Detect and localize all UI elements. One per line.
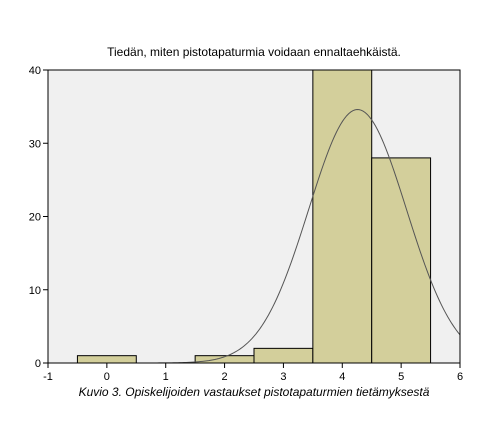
histogram-bar (253, 347, 314, 364)
y-tick-label: 40 (29, 65, 41, 77)
y-tick-label: 0 (35, 358, 41, 370)
chart-title: Tiedän, miten pistotapaturmia voidaan en… (107, 45, 401, 59)
x-tick-label: -1 (43, 371, 53, 383)
histogram-bar (371, 157, 432, 364)
y-tick-label: 30 (29, 138, 41, 150)
histogram-bar (76, 355, 137, 364)
x-tick-label: 2 (222, 371, 228, 383)
y-tick-label: 10 (29, 285, 41, 297)
x-tick-label: 5 (398, 371, 404, 383)
x-tick-label: 0 (104, 371, 110, 383)
figure-caption: Kuvio 3. Opiskelijoiden vastaukset pisto… (79, 385, 430, 399)
x-tick-label: 4 (339, 371, 345, 383)
x-tick-label: 1 (163, 371, 169, 383)
y-tick-label: 20 (29, 212, 41, 224)
histogram-bar (312, 69, 373, 364)
x-tick-label: 3 (280, 371, 286, 383)
x-tick-label: 6 (457, 371, 463, 383)
